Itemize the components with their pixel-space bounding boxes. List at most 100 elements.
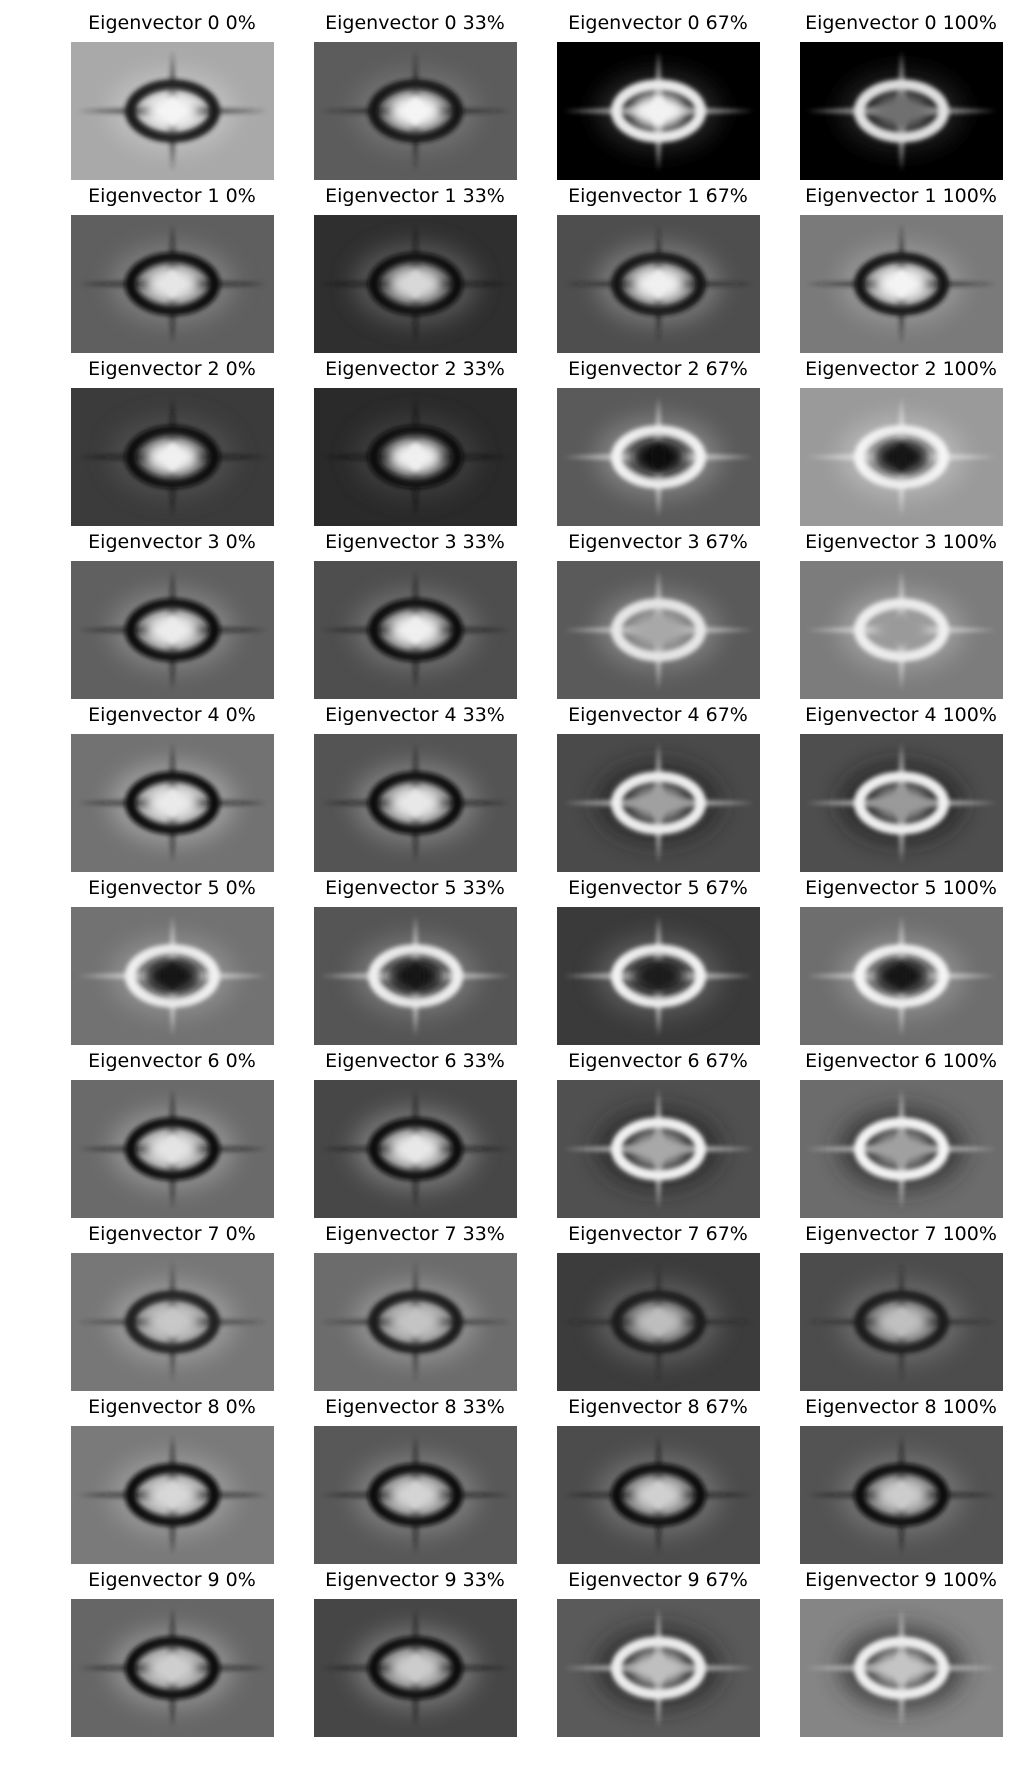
image-ring (125, 252, 220, 316)
image-ring (368, 252, 463, 316)
image-core (650, 616, 667, 644)
eigenvector-image (800, 734, 1003, 872)
image-core (893, 1654, 910, 1682)
eigenvector-image (800, 1426, 1003, 1564)
eigenvector-panel: Eigenvector 5 67% (537, 875, 779, 1045)
image-ring (368, 1636, 463, 1700)
eigenvector-panel: Eigenvector 7 100% (780, 1221, 1018, 1391)
image-ring (854, 771, 949, 835)
eigenvector-panel: Eigenvector 2 0% (51, 356, 293, 526)
image-core (650, 1481, 667, 1509)
eigenvector-panel: Eigenvector 1 100% (780, 183, 1018, 353)
image-ring (368, 598, 463, 662)
image-core (650, 1308, 667, 1336)
image-core (893, 1135, 910, 1163)
eigenvector-image (314, 1426, 517, 1564)
image-ring (125, 1636, 220, 1700)
panel-title: Eigenvector 9 0% (88, 1569, 256, 1591)
image-ring (611, 252, 706, 316)
eigenvector-panel: Eigenvector 6 0% (51, 1048, 293, 1218)
eigenvector-image (800, 388, 1003, 526)
eigenvector-image (314, 1599, 517, 1737)
eigenvector-panel: Eigenvector 0 67% (537, 10, 779, 180)
eigenvector-panel: Eigenvector 8 33% (294, 1394, 536, 1564)
image-core (164, 270, 181, 298)
eigenvector-image (71, 1080, 274, 1218)
panel-title: Eigenvector 2 0% (88, 358, 256, 380)
eigenvector-panel: Eigenvector 4 33% (294, 702, 536, 872)
eigenvector-image (314, 42, 517, 180)
image-core (407, 1308, 424, 1336)
image-ring (854, 79, 949, 143)
eigenvector-image (71, 1599, 274, 1737)
panel-title: Eigenvector 7 100% (805, 1223, 997, 1245)
image-core (407, 97, 424, 125)
image-ring (854, 944, 949, 1008)
eigenvector-panel: Eigenvector 7 0% (51, 1221, 293, 1391)
panel-title: Eigenvector 0 33% (325, 12, 505, 34)
panel-title: Eigenvector 6 100% (805, 1050, 997, 1072)
panel-title: Eigenvector 3 0% (88, 531, 256, 553)
eigenvector-image (314, 734, 517, 872)
image-core (407, 443, 424, 471)
image-core (893, 616, 910, 644)
eigenvector-image (557, 561, 760, 699)
image-ring (611, 944, 706, 1008)
image-ring (368, 1117, 463, 1181)
image-core (650, 789, 667, 817)
image-core (407, 1481, 424, 1509)
panel-title: Eigenvector 7 67% (568, 1223, 748, 1245)
eigenvector-panel: Eigenvector 2 100% (780, 356, 1018, 526)
image-ring (368, 944, 463, 1008)
panel-title: Eigenvector 4 67% (568, 704, 748, 726)
eigenvector-panel: Eigenvector 9 0% (51, 1567, 293, 1737)
eigenvector-image (557, 1080, 760, 1218)
panel-title: Eigenvector 5 0% (88, 877, 256, 899)
image-ring (611, 425, 706, 489)
eigenvector-image (557, 907, 760, 1045)
eigenvector-panel: Eigenvector 9 100% (780, 1567, 1018, 1737)
eigenvector-panel: Eigenvector 0 33% (294, 10, 536, 180)
panel-title: Eigenvector 8 0% (88, 1396, 256, 1418)
eigenvector-image (71, 215, 274, 353)
panel-title: Eigenvector 1 67% (568, 185, 748, 207)
eigenvector-image (800, 215, 1003, 353)
panel-title: Eigenvector 9 33% (325, 1569, 505, 1591)
eigenvector-panel: Eigenvector 3 0% (51, 529, 293, 699)
eigenvector-image (71, 1253, 274, 1391)
eigenvector-image (557, 388, 760, 526)
panel-title: Eigenvector 0 100% (805, 12, 997, 34)
panel-title: Eigenvector 3 33% (325, 531, 505, 553)
image-core (164, 1654, 181, 1682)
panel-title: Eigenvector 3 100% (805, 531, 997, 553)
eigenvector-panel: Eigenvector 7 33% (294, 1221, 536, 1391)
image-core (650, 443, 667, 471)
eigenvector-panel: Eigenvector 1 33% (294, 183, 536, 353)
eigenvector-panel: Eigenvector 8 100% (780, 1394, 1018, 1564)
image-core (407, 789, 424, 817)
eigenvector-panel: Eigenvector 9 33% (294, 1567, 536, 1737)
eigenvector-panel: Eigenvector 8 0% (51, 1394, 293, 1564)
panel-title: Eigenvector 9 67% (568, 1569, 748, 1591)
panel-title: Eigenvector 8 100% (805, 1396, 997, 1418)
panel-title: Eigenvector 4 100% (805, 704, 997, 726)
eigenvector-panel: Eigenvector 6 100% (780, 1048, 1018, 1218)
panel-title: Eigenvector 0 67% (568, 12, 748, 34)
image-ring (125, 425, 220, 489)
eigenvector-image (800, 1599, 1003, 1737)
eigenvector-panel: Eigenvector 5 0% (51, 875, 293, 1045)
image-core (893, 443, 910, 471)
image-core (164, 97, 181, 125)
image-ring (854, 1636, 949, 1700)
image-core (650, 962, 667, 990)
image-core (893, 962, 910, 990)
image-core (650, 97, 667, 125)
panel-title: Eigenvector 4 0% (88, 704, 256, 726)
image-ring (854, 1117, 949, 1181)
eigenvector-image (557, 215, 760, 353)
eigenvector-image (71, 1426, 274, 1564)
eigenvector-image (71, 388, 274, 526)
panel-title: Eigenvector 2 67% (568, 358, 748, 380)
eigenvector-image (314, 1253, 517, 1391)
